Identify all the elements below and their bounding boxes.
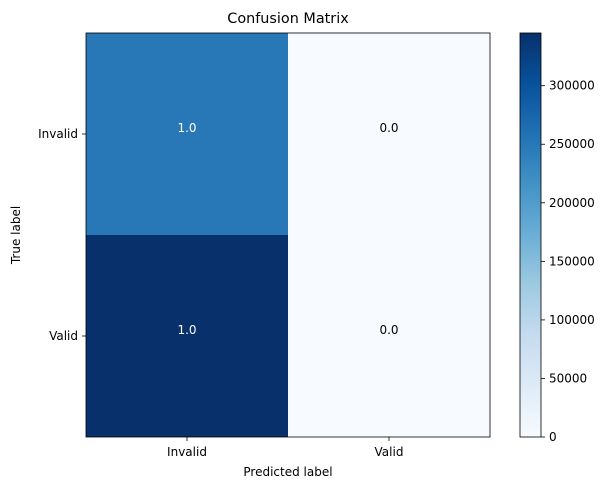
x-axis-ticks: Invalid Valid <box>167 437 403 459</box>
chart-title: Confusion Matrix <box>227 11 349 27</box>
colorbar-ticks: 0 50000 100000 150000 200000 250000 300000 <box>541 79 595 444</box>
matrix-cell <box>86 235 288 437</box>
colorbar-tick-label: 150000 <box>549 254 595 268</box>
colorbar-tick-label: 300000 <box>549 79 595 93</box>
cell-value-label: 0.0 <box>379 323 398 337</box>
plot-frame <box>85 32 491 438</box>
cell-value-label: 1.0 <box>177 323 196 337</box>
colorbar-tick-label: 250000 <box>549 137 595 151</box>
colorbar-tick-label: 0 <box>549 430 557 444</box>
colorbar <box>519 32 542 438</box>
matrix-cell <box>288 235 490 437</box>
matrix-cell <box>288 33 490 235</box>
colorbar-tick-label: 100000 <box>549 313 595 327</box>
x-tick-label: Invalid <box>167 445 207 459</box>
colorbar-tick-label: 200000 <box>549 196 595 210</box>
cell-value-label: 0.0 <box>379 121 398 135</box>
y-axis-ticks: Invalid Valid <box>38 127 86 343</box>
y-tick-label: Invalid <box>38 127 78 141</box>
matrix-cells: 1.0 0.0 1.0 0.0 <box>86 33 490 437</box>
x-tick-label: Valid <box>375 445 404 459</box>
matrix-cell <box>86 33 288 235</box>
cell-value-label: 1.0 <box>177 121 196 135</box>
x-axis-title: Predicted label <box>243 465 332 479</box>
colorbar-tick-label: 50000 <box>549 371 587 385</box>
y-axis-title: True label <box>9 206 23 265</box>
y-tick-label: Valid <box>49 329 78 343</box>
